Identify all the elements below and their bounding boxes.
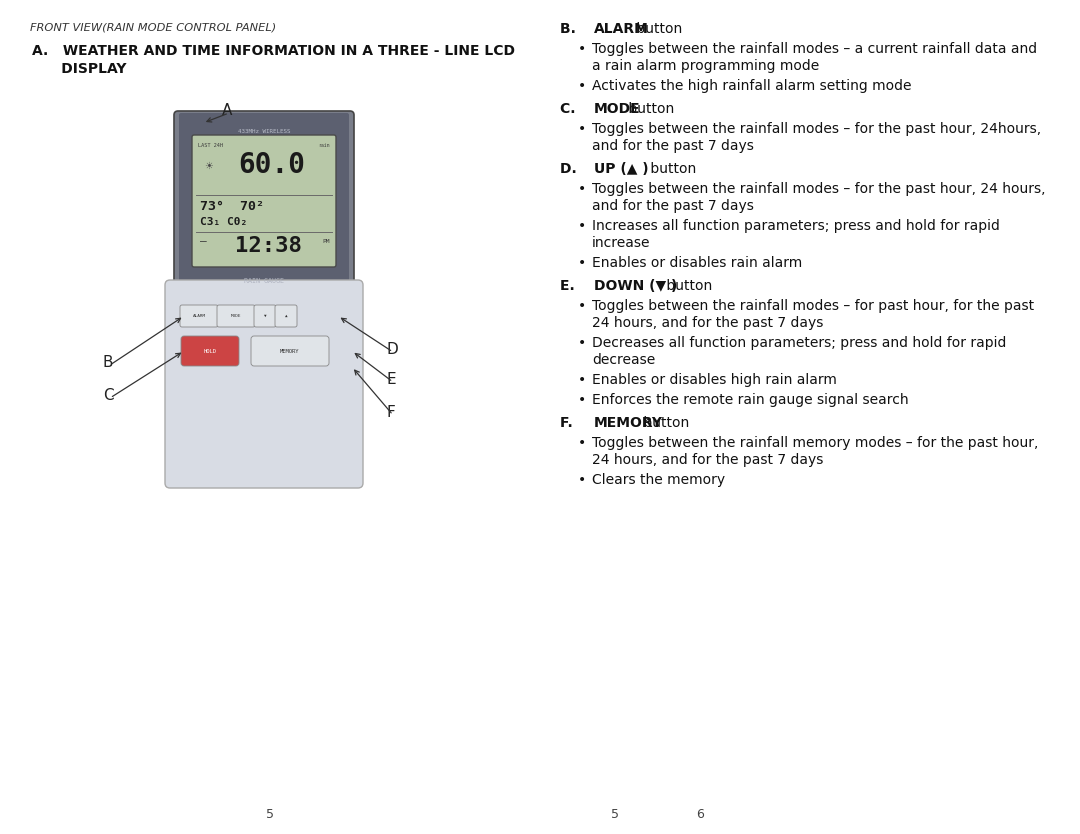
Text: •: • — [578, 473, 586, 487]
FancyBboxPatch shape — [254, 305, 276, 327]
Text: Toggles between the rainfall modes – for the past hour, 24hours,: Toggles between the rainfall modes – for… — [592, 122, 1041, 136]
Text: F: F — [386, 405, 395, 420]
Text: Clears the memory: Clears the memory — [592, 473, 725, 487]
Text: DOWN (▼ ): DOWN (▼ ) — [594, 279, 677, 293]
Text: •: • — [578, 256, 586, 270]
FancyBboxPatch shape — [179, 113, 349, 292]
FancyBboxPatch shape — [181, 336, 239, 366]
Text: C3₁ C0₂: C3₁ C0₂ — [200, 217, 247, 227]
Text: 6: 6 — [697, 808, 704, 821]
Text: •: • — [578, 299, 586, 313]
Text: and for the past 7 days: and for the past 7 days — [592, 199, 754, 213]
Text: LAST 24H: LAST 24H — [198, 143, 222, 148]
Text: MEMORY: MEMORY — [280, 349, 300, 354]
Text: •: • — [578, 393, 586, 407]
Text: Enforces the remote rain gauge signal search: Enforces the remote rain gauge signal se… — [592, 393, 908, 407]
Text: D: D — [386, 342, 397, 357]
Text: ALARM: ALARM — [192, 314, 205, 318]
Text: Toggles between the rainfall modes – a current rainfall data and: Toggles between the rainfall modes – a c… — [592, 42, 1037, 56]
Text: C: C — [103, 388, 113, 403]
Text: •: • — [578, 219, 586, 233]
Text: •: • — [578, 42, 586, 56]
Text: 433MHz WIRELESS: 433MHz WIRELESS — [238, 129, 291, 134]
Text: A.   WEATHER AND TIME INFORMATION IN A THREE - LINE LCD: A. WEATHER AND TIME INFORMATION IN A THR… — [32, 44, 515, 58]
Text: •: • — [578, 122, 586, 136]
Text: button: button — [661, 279, 712, 293]
Text: •: • — [578, 182, 586, 196]
Text: ▲: ▲ — [285, 314, 287, 318]
Text: HOLD: HOLD — [203, 349, 216, 354]
Text: •: • — [578, 336, 586, 350]
Text: FRONT VIEW(RAIN MODE CONTROL PANEL): FRONT VIEW(RAIN MODE CONTROL PANEL) — [30, 22, 276, 32]
Text: F.: F. — [561, 416, 588, 430]
Text: –: – — [200, 236, 206, 246]
Text: UP (▲ ): UP (▲ ) — [594, 162, 649, 176]
Text: a rain alarm programming mode: a rain alarm programming mode — [592, 59, 820, 73]
FancyBboxPatch shape — [180, 305, 218, 327]
Text: 12:38: 12:38 — [234, 236, 301, 256]
Text: ☀: ☀ — [204, 161, 213, 171]
Text: MODE: MODE — [594, 102, 640, 116]
Text: 5: 5 — [266, 808, 274, 821]
Text: E: E — [386, 372, 395, 387]
Text: MEMORY: MEMORY — [594, 416, 663, 430]
Text: D.: D. — [561, 162, 592, 176]
Text: Activates the high rainfall alarm setting mode: Activates the high rainfall alarm settin… — [592, 79, 912, 93]
Text: button: button — [624, 102, 674, 116]
Text: Toggles between the rainfall memory modes – for the past hour,: Toggles between the rainfall memory mode… — [592, 436, 1038, 450]
Text: Enables or disables rain alarm: Enables or disables rain alarm — [592, 256, 802, 270]
Text: Increases all function parameters; press and hold for rapid: Increases all function parameters; press… — [592, 219, 1000, 233]
Text: •: • — [578, 436, 586, 450]
Text: Decreases all function parameters; press and hold for rapid: Decreases all function parameters; press… — [592, 336, 1007, 350]
Text: and for the past 7 days: and for the past 7 days — [592, 139, 754, 153]
Text: ALARM: ALARM — [594, 22, 649, 36]
Text: PM: PM — [323, 239, 330, 244]
Text: 60.0: 60.0 — [239, 151, 306, 179]
Text: B: B — [103, 355, 113, 370]
FancyBboxPatch shape — [217, 305, 255, 327]
Text: increase: increase — [592, 236, 650, 250]
FancyBboxPatch shape — [251, 336, 329, 366]
Text: Toggles between the rainfall modes – for the past hour, 24 hours,: Toggles between the rainfall modes – for… — [592, 182, 1045, 196]
Text: rain: rain — [319, 143, 330, 148]
Text: button: button — [639, 416, 689, 430]
Text: Enables or disables high rain alarm: Enables or disables high rain alarm — [592, 373, 837, 387]
Text: C.: C. — [561, 102, 590, 116]
Text: 5: 5 — [611, 808, 619, 821]
FancyBboxPatch shape — [165, 280, 363, 488]
Text: A: A — [222, 103, 232, 118]
FancyBboxPatch shape — [174, 111, 354, 479]
Text: 73°  70²: 73° 70² — [200, 200, 264, 213]
FancyBboxPatch shape — [275, 305, 297, 327]
Text: B.: B. — [561, 22, 591, 36]
Text: ▼: ▼ — [264, 314, 267, 318]
Text: decrease: decrease — [592, 353, 656, 367]
Text: •: • — [578, 373, 586, 387]
Text: E.: E. — [561, 279, 590, 293]
Text: button: button — [632, 22, 681, 36]
FancyBboxPatch shape — [192, 135, 336, 267]
Text: •: • — [578, 79, 586, 93]
Text: DISPLAY: DISPLAY — [32, 62, 126, 76]
Text: Toggles between the rainfall modes – for past hour, for the past: Toggles between the rainfall modes – for… — [592, 299, 1035, 313]
Text: MODE: MODE — [231, 314, 241, 318]
Text: button: button — [647, 162, 697, 176]
Text: RAIN GAUGE: RAIN GAUGE — [244, 278, 284, 284]
Text: 24 hours, and for the past 7 days: 24 hours, and for the past 7 days — [592, 316, 823, 330]
Text: 24 hours, and for the past 7 days: 24 hours, and for the past 7 days — [592, 453, 823, 467]
